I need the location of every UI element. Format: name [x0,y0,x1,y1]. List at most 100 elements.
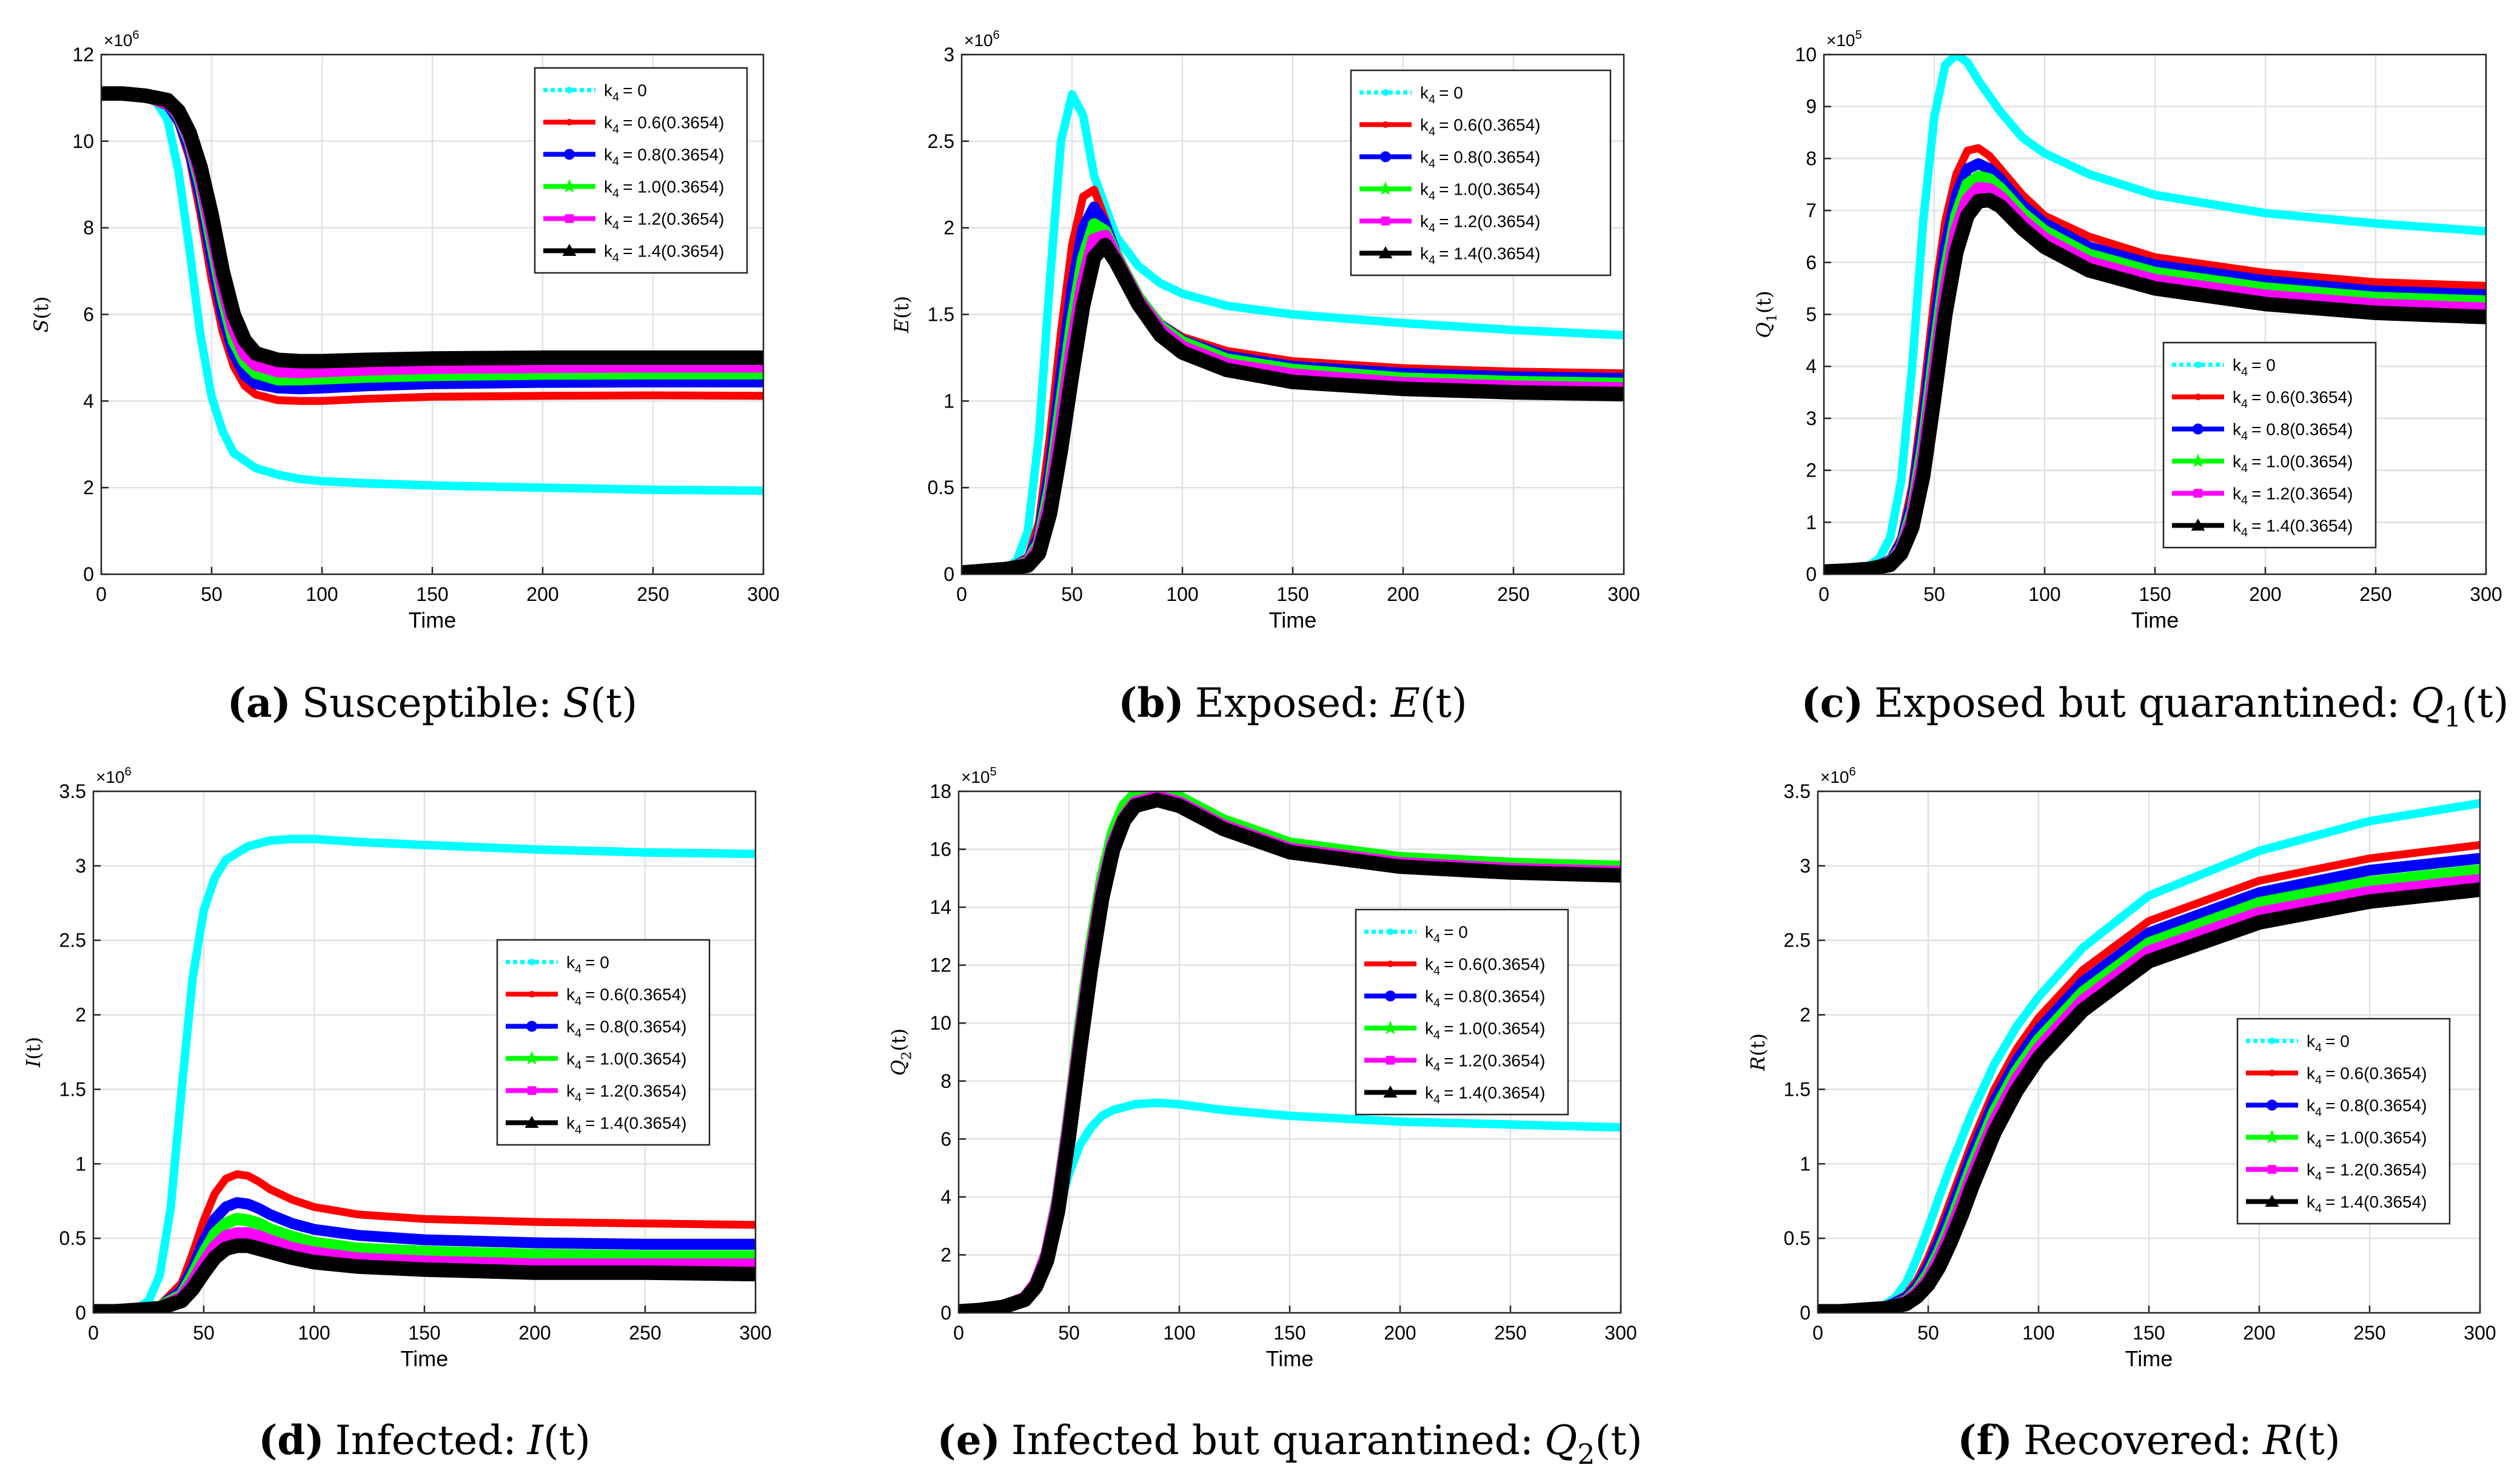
x-tick-label: 200 [2243,1322,2275,1344]
legend-marker-4 [2265,1129,2279,1144]
legend-label-2: k4 = 0.6(0.3654) [566,985,686,1008]
x-tick-label: 0 [956,583,967,605]
legend-box [534,67,748,274]
x-tick-label: 100 [2028,583,2060,605]
legend-box [2236,1018,2451,1225]
y-axis-label: Q2(t) [887,1028,915,1076]
axes-frame [957,790,1622,1314]
legend-marker-3 [526,1021,537,1032]
y-tick-label: 0 [1806,563,1817,585]
y-tick-label: 9 [1806,96,1817,118]
legend-label-3: k4 = 0.8(0.3654) [1420,148,1540,171]
x-tick-label: 150 [408,1322,440,1344]
legend-label-5: k4 = 1.2(0.3654) [1425,1051,1545,1075]
x-tick-label: 250 [2353,1322,2385,1344]
panel-caption: (f) Recovered: R(t) [1957,1417,2340,1464]
legend-label-3: k4 = 0.8(0.3654) [2307,1096,2427,1119]
legend-label-1: k4 = 0 [2307,1032,2350,1055]
series-line-1 [962,90,1624,574]
series-group [962,90,1624,574]
y-tick-label: 3 [1800,855,1811,877]
panel-b: 0 50 100 150 200 250 300 0 0.5 1 1.5 2 2.5 3 ×106 Time E… [890,29,1640,726]
legend-marker-1 [528,959,535,965]
y-tick-label: 2 [83,477,94,498]
y-tick-label: 1 [1800,1153,1811,1175]
legend-box [496,939,711,1146]
legend-marker-4 [524,1050,539,1065]
y-tick-label: 6 [83,304,94,326]
y-tick-label: 0.5 [928,477,954,498]
legend-label-3: k4 = 0.8(0.3654) [2233,420,2353,443]
legend-label-4: k4 = 1.0(0.3654) [2307,1128,2427,1152]
x-axis-label: Time [401,1346,449,1371]
x-axis-label: Time [2131,608,2179,632]
x-tick-label: 50 [1923,583,1945,605]
legend: k4 = 0 k4 = 0.6(0.3654) k4 = 0.8(0.3654) k4 = 1… [2162,341,2377,549]
series-line-1 [1824,55,2486,574]
legend: k4 = 0 k4 = 0.6(0.3654) k4 = 0.8(0.3654) k4 = 1… [496,939,711,1146]
axes-frame [92,790,757,1314]
x-tick-label: 300 [2464,1322,2496,1344]
y-tick-label: 3 [943,44,954,65]
legend-label-4: k4 = 1.0(0.3654) [604,178,724,201]
legend-marker-6 [2265,1195,2279,1207]
y-axis-label: S(t) [30,297,53,333]
series-line-6 [93,1238,756,1313]
y-tick-label: 0 [83,563,94,585]
series-group [93,834,756,1313]
legend-marker-4 [2191,453,2205,468]
x-tick-label: 250 [637,583,669,605]
panel-f: 0 50 100 150 200 250 300 0 0.5 1 1.5 2 2.5 3 3.5 ×106 Ti… [1746,765,2496,1464]
x-tick-label: 100 [1163,1322,1195,1344]
legend-marker-1 [2268,1038,2276,1044]
axis-exponent: ×106 [964,29,1000,50]
legend-marker-6 [1378,246,1393,259]
axis-exponent: ×106 [104,29,139,50]
legend-label-5: k4 = 1.2(0.3654) [604,210,724,233]
legend-box [1355,908,1569,1116]
legend-marker-1 [2194,361,2202,368]
legend-label-3: k4 = 0.8(0.3654) [604,146,724,169]
axes-frame [1823,53,2487,575]
x-axis-label: Time [2125,1346,2173,1371]
legend: k4 = 0 k4 = 0.6(0.3654) k4 = 0.8(0.3654) k4 = 1… [1350,69,1612,277]
legend-marker-4 [562,178,577,193]
y-tick-label: 5 [1806,304,1817,326]
panel-caption: (a) Susceptible: S(t) [227,679,638,726]
x-tick-label: 300 [747,583,779,605]
panel-a: 0 50 100 150 200 250 300 0 2 4 6 8 10 12 ×106 Time S(t) k… [30,29,780,726]
x-tick-label: 150 [1273,1322,1305,1344]
legend-label-4: k4 = 1.0(0.3654) [1425,1019,1545,1042]
x-axis-label: Time [1269,608,1317,632]
y-tick-label: 1.5 [59,1078,86,1100]
series-group [101,86,763,495]
legend-label-6: k4 = 1.4(0.3654) [566,1114,686,1137]
x-axis-label: Time [409,608,457,632]
series-line-1 [93,834,756,1313]
legend-label-4: k4 = 1.0(0.3654) [1420,180,1540,203]
legend: k4 = 0 k4 = 0.6(0.3654) k4 = 0.8(0.3654) k4 = 1… [2236,1018,2451,1225]
y-tick-label: 2 [1800,1004,1811,1026]
y-tick-label: 1.5 [1784,1078,1811,1100]
legend-label-2: k4 = 0.6(0.3654) [604,113,724,136]
y-tick-label: 6 [940,1128,951,1150]
legend-marker-1 [1387,928,1394,935]
x-tick-label: 300 [739,1322,771,1344]
y-tick-label: 16 [930,839,951,860]
legend-marker-5 [565,214,574,223]
y-tick-label: 4 [83,390,94,412]
panel-caption: (b) Exposed: E(t) [1118,679,1467,726]
y-axis-label: Q1(t) [1752,290,1780,338]
y-tick-label: 6 [1806,252,1817,273]
legend-marker-2 [2194,394,2202,400]
legend-marker-2 [566,119,573,126]
y-tick-label: 8 [940,1070,951,1092]
x-tick-label: 0 [1818,583,1829,605]
legend-label-5: k4 = 1.2(0.3654) [2233,485,2353,508]
y-tick-label: 2.5 [1784,930,1811,951]
y-tick-label: 2 [943,217,954,239]
legend-marker-5 [2193,489,2203,498]
x-tick-label: 50 [1917,1322,1939,1344]
legend-marker-3 [2193,423,2203,435]
x-tick-label: 100 [1166,583,1198,605]
